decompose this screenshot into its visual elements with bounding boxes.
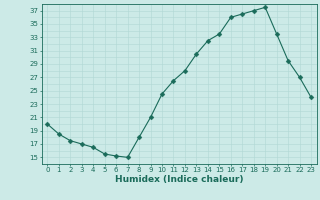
X-axis label: Humidex (Indice chaleur): Humidex (Indice chaleur): [115, 175, 244, 184]
